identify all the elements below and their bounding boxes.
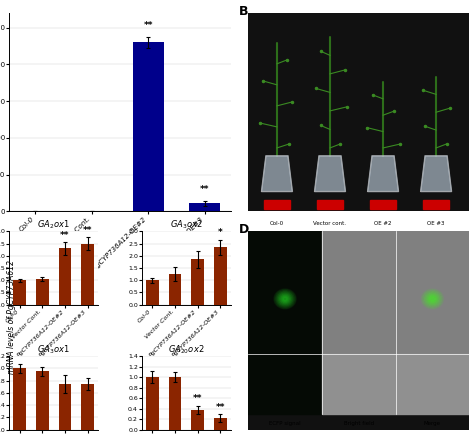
- Bar: [248, 354, 322, 414]
- Circle shape: [274, 289, 296, 309]
- Circle shape: [283, 297, 287, 301]
- Bar: [423, 200, 449, 210]
- Bar: [248, 231, 322, 354]
- Text: **: **: [216, 403, 225, 412]
- Text: **: **: [144, 20, 153, 30]
- Circle shape: [280, 295, 290, 303]
- Text: Col-0: Col-0: [270, 221, 284, 227]
- Bar: [214, 247, 227, 305]
- Bar: [322, 354, 396, 414]
- Text: *: *: [218, 228, 223, 237]
- Circle shape: [279, 293, 291, 304]
- Text: D: D: [239, 224, 250, 237]
- Bar: [59, 384, 71, 430]
- Title: $GA_3ox2$: $GA_3ox2$: [170, 219, 203, 231]
- Text: OE #3: OE #3: [428, 221, 445, 227]
- Bar: [191, 260, 204, 305]
- Text: Merge: Merge: [424, 421, 441, 426]
- Bar: [36, 372, 49, 430]
- Bar: [169, 274, 181, 305]
- Bar: [370, 200, 396, 210]
- Circle shape: [427, 293, 438, 304]
- Text: **: **: [83, 226, 92, 235]
- Text: **: **: [193, 395, 202, 404]
- Circle shape: [430, 297, 435, 301]
- Circle shape: [275, 290, 295, 308]
- Text: OE #2: OE #2: [374, 221, 392, 227]
- Text: Vector cont.: Vector cont.: [313, 221, 346, 227]
- Text: B: B: [239, 5, 249, 18]
- Bar: [82, 243, 94, 305]
- Bar: [191, 410, 204, 430]
- Bar: [169, 377, 181, 430]
- Circle shape: [276, 291, 293, 306]
- Circle shape: [424, 291, 441, 306]
- Bar: [396, 354, 469, 414]
- Title: $GA_3ox1$: $GA_3ox1$: [37, 344, 70, 356]
- Polygon shape: [315, 156, 346, 191]
- Circle shape: [428, 295, 437, 303]
- Text: ECFP signal: ECFP signal: [269, 421, 301, 426]
- Circle shape: [282, 296, 289, 302]
- Title: $GA_{20}ox2$: $GA_{20}ox2$: [168, 344, 205, 356]
- Title: $GA_2ox1$: $GA_2ox1$: [37, 219, 70, 231]
- Bar: [322, 231, 396, 354]
- Bar: [146, 280, 159, 305]
- Circle shape: [423, 290, 442, 308]
- Bar: [189, 204, 220, 211]
- Text: **: **: [60, 231, 70, 240]
- Bar: [82, 384, 94, 430]
- Circle shape: [421, 289, 444, 309]
- Bar: [36, 279, 49, 305]
- Circle shape: [429, 296, 436, 302]
- Bar: [396, 231, 469, 354]
- Text: mRNA levels of PgCYP73A612: mRNA levels of PgCYP73A612: [8, 260, 16, 374]
- Bar: [13, 280, 26, 305]
- Circle shape: [425, 293, 440, 306]
- Circle shape: [278, 293, 292, 306]
- Polygon shape: [262, 156, 292, 191]
- Bar: [133, 43, 164, 211]
- Polygon shape: [367, 156, 399, 191]
- Bar: [146, 377, 159, 430]
- Bar: [214, 418, 227, 430]
- Text: Bright field: Bright field: [344, 421, 374, 426]
- Text: **: **: [200, 185, 210, 194]
- Polygon shape: [420, 156, 452, 191]
- Bar: [264, 200, 290, 210]
- Bar: [13, 368, 26, 430]
- Bar: [59, 248, 71, 305]
- Bar: [317, 200, 343, 210]
